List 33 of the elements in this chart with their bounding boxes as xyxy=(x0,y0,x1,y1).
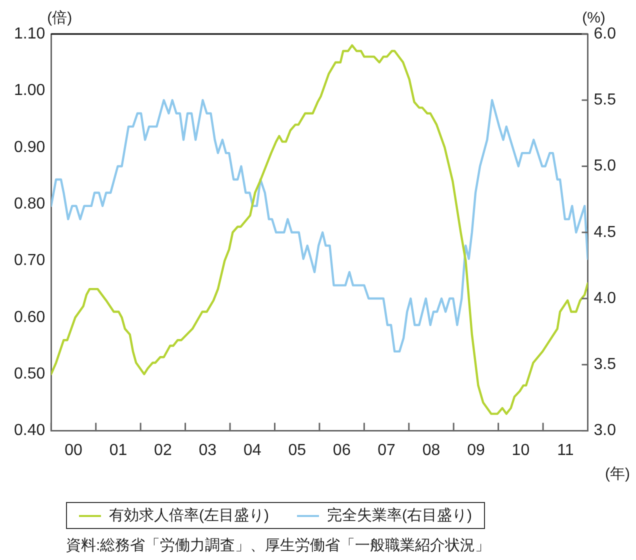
y2-tick-label: 4.5 xyxy=(594,224,616,241)
x-tick-label: 07 xyxy=(378,442,396,459)
y-axis-title: (倍) xyxy=(47,10,72,27)
x-tick-label: 08 xyxy=(422,442,440,459)
y2-tick-label: 6.0 xyxy=(594,25,616,42)
y-tick-label: 0.40 xyxy=(14,422,46,440)
text: 資料:総務省「労働力調査」、厚生労働省「一般職業紹介状況」 xyxy=(66,536,490,555)
x-tick-label: 06 xyxy=(332,442,351,459)
y2-tick-label: 5.5 xyxy=(594,92,616,109)
y-tick-label: 0.70 xyxy=(14,252,46,270)
y-tick-label: 0.80 xyxy=(14,195,46,212)
y-tick-label: 1.00 xyxy=(14,82,46,100)
x-tick-label: 03 xyxy=(198,442,217,459)
y-tick-label: 0.50 xyxy=(14,366,46,383)
x-tick-label: 00 xyxy=(64,442,82,459)
legend-label: 完全失業率(右目盛り) xyxy=(327,506,472,525)
x-axis-title: (年) xyxy=(605,465,630,482)
y2-tick-label: 3.5 xyxy=(594,356,616,374)
legend-label: 有効求人倍率(左目盛り) xyxy=(109,506,269,525)
x-tick-label: 10 xyxy=(512,442,530,459)
x-tick-label: 05 xyxy=(288,442,306,459)
x-tick-label: 01 xyxy=(109,442,128,459)
y2-tick-label: 5.0 xyxy=(594,158,616,175)
y2-axis-title: (%) xyxy=(582,10,606,27)
y-tick-label: 1.10 xyxy=(14,25,46,42)
x-tick-label: 02 xyxy=(154,442,172,459)
y2-tick-label: 3.0 xyxy=(594,422,616,440)
x-tick-label: 04 xyxy=(243,442,262,459)
y2-tick-label: 4.0 xyxy=(594,290,616,307)
x-tick-label: 11 xyxy=(557,442,574,459)
y-tick-label: 0.90 xyxy=(14,138,46,156)
x-tick-label: 09 xyxy=(467,442,485,459)
y-tick-label: 0.60 xyxy=(14,308,46,326)
